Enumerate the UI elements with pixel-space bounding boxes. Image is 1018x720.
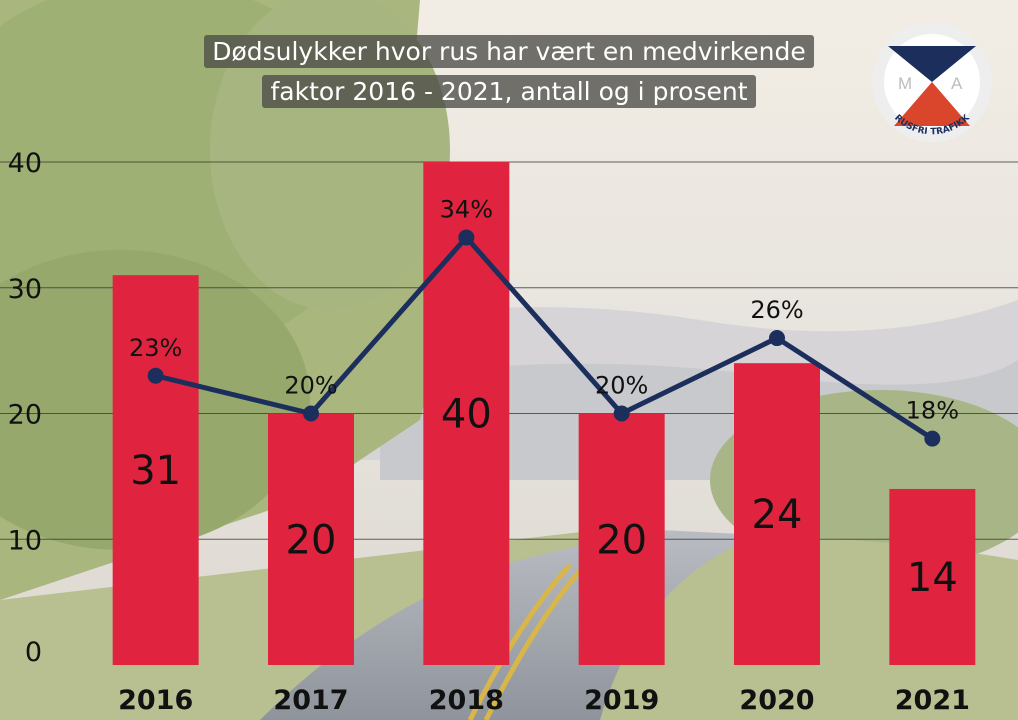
y-tick-label: 40 xyxy=(8,148,42,179)
line-value-label: 23% xyxy=(129,334,182,362)
line-point xyxy=(924,430,941,447)
bar-value-label: 31 xyxy=(130,448,181,494)
line-value-label: 18% xyxy=(906,397,959,425)
bar-series: 31 20 40 20 24 14 xyxy=(112,162,976,665)
bar-value-label: 14 xyxy=(907,555,958,601)
line-point xyxy=(769,330,785,347)
bar xyxy=(889,488,976,665)
logo-navy-triangle-icon xyxy=(888,46,976,82)
chart-title-line-2: faktor 2016 - 2021, antall og i prosent xyxy=(262,75,756,108)
line-point xyxy=(303,405,319,422)
x-tick-label: 2019 xyxy=(584,685,659,716)
bar xyxy=(112,275,199,665)
line-point xyxy=(458,229,475,246)
x-tick-label: 2017 xyxy=(273,685,348,716)
bar xyxy=(268,413,354,665)
x-axis-labels: 2016 2017 2018 2019 2020 2021 xyxy=(118,685,970,716)
logo-red-triangle-icon xyxy=(894,82,970,126)
x-tick-label: 2021 xyxy=(895,685,970,716)
chart-title-line-1: Dødsulykker hvor rus har vært en medvirk… xyxy=(204,35,814,68)
rusfri-trafikk-logo: M A RUSFRI TRAFIKK xyxy=(872,22,992,142)
logo-letter-a: A xyxy=(951,74,963,93)
x-tick-label: 2020 xyxy=(739,685,814,716)
y-tick-label: 0 xyxy=(25,637,42,668)
bar xyxy=(734,363,820,665)
y-axis-labels: 0 10 20 30 40 xyxy=(8,148,42,668)
series-line xyxy=(155,234,934,441)
line-value-label: 20% xyxy=(595,372,648,400)
y-tick-label: 10 xyxy=(8,525,42,556)
y-tick-label: 20 xyxy=(8,400,42,431)
bar xyxy=(578,413,665,665)
logo-letter-m: M xyxy=(898,74,912,93)
line-series: 23% 20% 34% 20% 26% 18% xyxy=(129,195,959,447)
line-value-label: 34% xyxy=(440,195,493,223)
y-tick-label: 30 xyxy=(8,274,42,305)
x-tick-label: 2016 xyxy=(118,685,193,716)
bar-value-label: 40 xyxy=(441,392,492,438)
bar-value-label: 20 xyxy=(596,517,647,563)
bar xyxy=(423,162,510,665)
line-point xyxy=(147,367,164,384)
bar-value-label: 24 xyxy=(752,492,803,538)
line-point xyxy=(613,405,630,422)
line-value-label: 20% xyxy=(284,372,337,400)
line-value-label: 26% xyxy=(750,296,803,324)
chart-title: Dødsulykker hvor rus har vært en medvirk… xyxy=(174,32,844,112)
bar-value-label: 20 xyxy=(286,517,337,563)
x-tick-label: 2018 xyxy=(429,685,504,716)
